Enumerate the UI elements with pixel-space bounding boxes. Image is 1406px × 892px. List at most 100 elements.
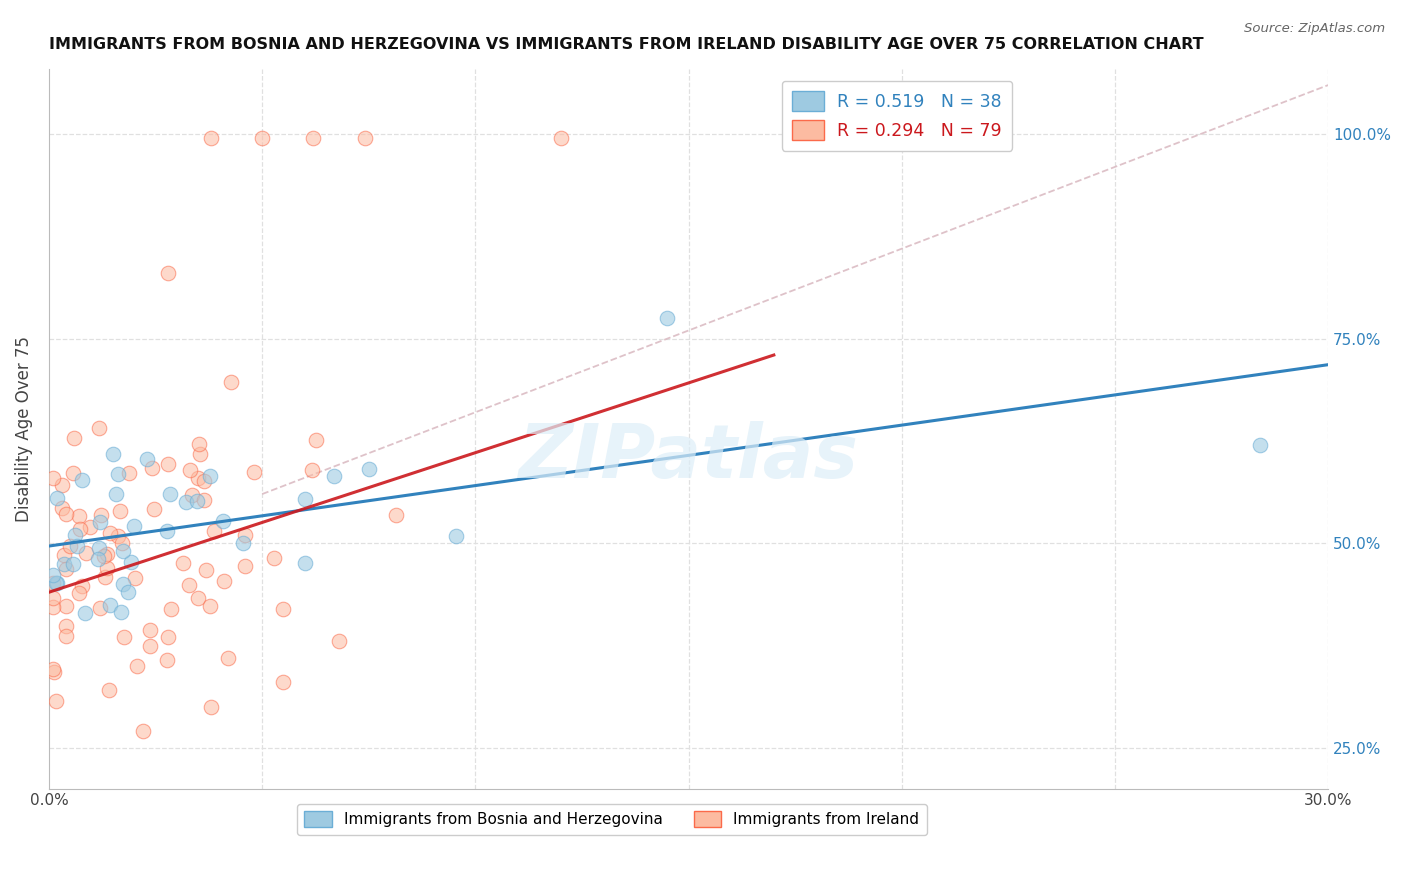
Point: [186, 493, 208, 508]
Point: [157, 630, 180, 644]
Point: [96, 547, 118, 561]
Point: [357, 462, 380, 476]
Text: IMMIGRANTS FROM BOSNIA AND HERZEGOVINA VS IMMIGRANTS FROM IRELAND DISABILITY AGE: IMMIGRANTS FROM BOSNIA AND HERZEGOVINA V…: [49, 37, 1204, 53]
Point: [69, 522, 91, 536]
Point: [107, 529, 129, 543]
Point: [45, 576, 67, 591]
Point: [233, 527, 256, 541]
Point: [156, 653, 179, 667]
Point: [53, 558, 76, 572]
Point: [221, 375, 243, 389]
Point: [193, 492, 215, 507]
Point: [89, 601, 111, 615]
Point: [669, 871, 692, 886]
Point: [63, 528, 86, 542]
Point: [232, 536, 254, 550]
Point: [273, 675, 295, 690]
Point: [273, 601, 295, 615]
Point: [97, 683, 120, 698]
Point: [75, 606, 97, 620]
Point: [200, 599, 222, 614]
Point: [42, 471, 65, 485]
Point: [187, 591, 209, 606]
Point: [242, 465, 264, 479]
Point: [195, 563, 218, 577]
Point: [294, 556, 316, 570]
Point: [323, 469, 346, 483]
Point: [160, 602, 183, 616]
Point: [263, 551, 285, 566]
Point: [52, 548, 75, 562]
Point: [67, 586, 90, 600]
Point: [384, 508, 406, 522]
Point: [135, 451, 157, 466]
Point: [111, 536, 134, 550]
Point: [46, 575, 69, 590]
Point: [62, 467, 84, 481]
Point: [101, 447, 124, 461]
Point: [59, 539, 82, 553]
Point: [550, 131, 572, 145]
Point: [657, 311, 679, 326]
Y-axis label: Disability Age Over 75: Disability Age Over 75: [15, 335, 32, 522]
Point: [1249, 438, 1271, 452]
Point: [51, 477, 73, 491]
Point: [302, 131, 325, 145]
Point: [305, 433, 328, 447]
Point: [200, 699, 222, 714]
Point: [107, 467, 129, 481]
Point: [139, 624, 162, 638]
Point: [118, 466, 141, 480]
Point: [96, 561, 118, 575]
Point: [100, 598, 122, 612]
Point: [157, 457, 180, 471]
Point: [353, 131, 375, 145]
Point: [111, 544, 134, 558]
Point: [87, 541, 110, 555]
Point: [45, 693, 67, 707]
Point: [42, 568, 65, 582]
Point: [67, 508, 90, 523]
Point: [112, 577, 135, 591]
Point: [89, 515, 111, 529]
Point: [139, 639, 162, 653]
Point: [55, 507, 77, 521]
Point: [328, 634, 350, 648]
Point: [294, 491, 316, 506]
Point: [42, 576, 65, 591]
Point: [200, 131, 222, 145]
Point: [159, 487, 181, 501]
Point: [157, 266, 180, 280]
Point: [125, 659, 148, 673]
Text: ZIPatlas: ZIPatlas: [519, 421, 859, 494]
Point: [141, 461, 163, 475]
Point: [62, 431, 84, 445]
Point: [187, 437, 209, 451]
Point: [90, 508, 112, 523]
Point: [51, 501, 73, 516]
Point: [42, 600, 65, 615]
Point: [120, 555, 142, 569]
Point: [75, 546, 97, 560]
Point: [212, 574, 235, 588]
Point: [187, 470, 209, 484]
Point: [42, 662, 65, 676]
Point: [177, 577, 200, 591]
Point: [62, 558, 84, 572]
Point: [93, 549, 115, 563]
Point: [86, 552, 108, 566]
Point: [93, 569, 115, 583]
Point: [105, 487, 128, 501]
Point: [42, 591, 65, 605]
Point: [172, 556, 194, 570]
Point: [117, 585, 139, 599]
Point: [66, 539, 89, 553]
Point: [193, 475, 215, 489]
Point: [250, 131, 273, 145]
Point: [112, 630, 135, 644]
Point: [89, 421, 111, 435]
Point: [72, 579, 94, 593]
Point: [174, 495, 197, 509]
Point: [98, 526, 121, 541]
Point: [132, 724, 155, 739]
